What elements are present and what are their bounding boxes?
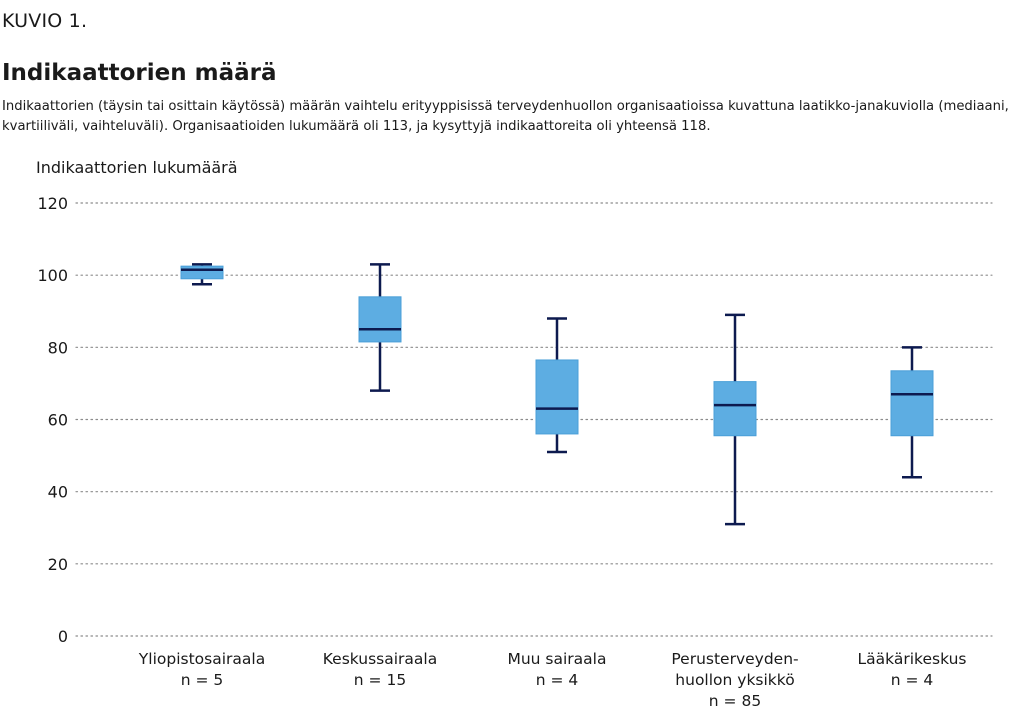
iqr-box [713, 381, 757, 437]
y-axis-label: Indikaattorien lukumäärä [36, 158, 238, 177]
x-category-label: n = 15 [354, 671, 406, 689]
iqr-box [180, 265, 224, 280]
x-category-label: n = 4 [891, 671, 934, 689]
x-category-label: n = 85 [709, 692, 761, 710]
y-tick-label: 20 [48, 555, 68, 574]
x-category-label: n = 5 [181, 671, 224, 689]
iqr-box [535, 359, 579, 435]
figure-number: KUVIO 1. [2, 10, 88, 32]
y-tick-label: 0 [58, 627, 68, 646]
x-category-label: Keskussairaala [323, 650, 437, 668]
iqr-box [890, 370, 934, 437]
y-tick-label: 120 [37, 194, 68, 213]
iqr-box [358, 296, 402, 343]
x-category-label: huollon yksikkö [675, 671, 794, 689]
chart-title: Indikaattorien määrä [2, 60, 277, 86]
chart-subtitle: Indikaattorien (täysin tai osittain käyt… [2, 99, 1009, 134]
y-tick-label: 80 [48, 338, 68, 357]
y-tick-label: 40 [48, 483, 68, 502]
x-category-label: n = 4 [536, 671, 579, 689]
x-category-label: Lääkärikeskus [858, 650, 967, 668]
y-tick-label: 60 [48, 411, 68, 430]
x-category-label: Yliopistosairaala [138, 650, 265, 668]
x-category-label: Perusterveyden- [671, 650, 798, 668]
y-tick-label: 100 [37, 266, 68, 285]
x-category-label: Muu sairaala [507, 650, 606, 668]
